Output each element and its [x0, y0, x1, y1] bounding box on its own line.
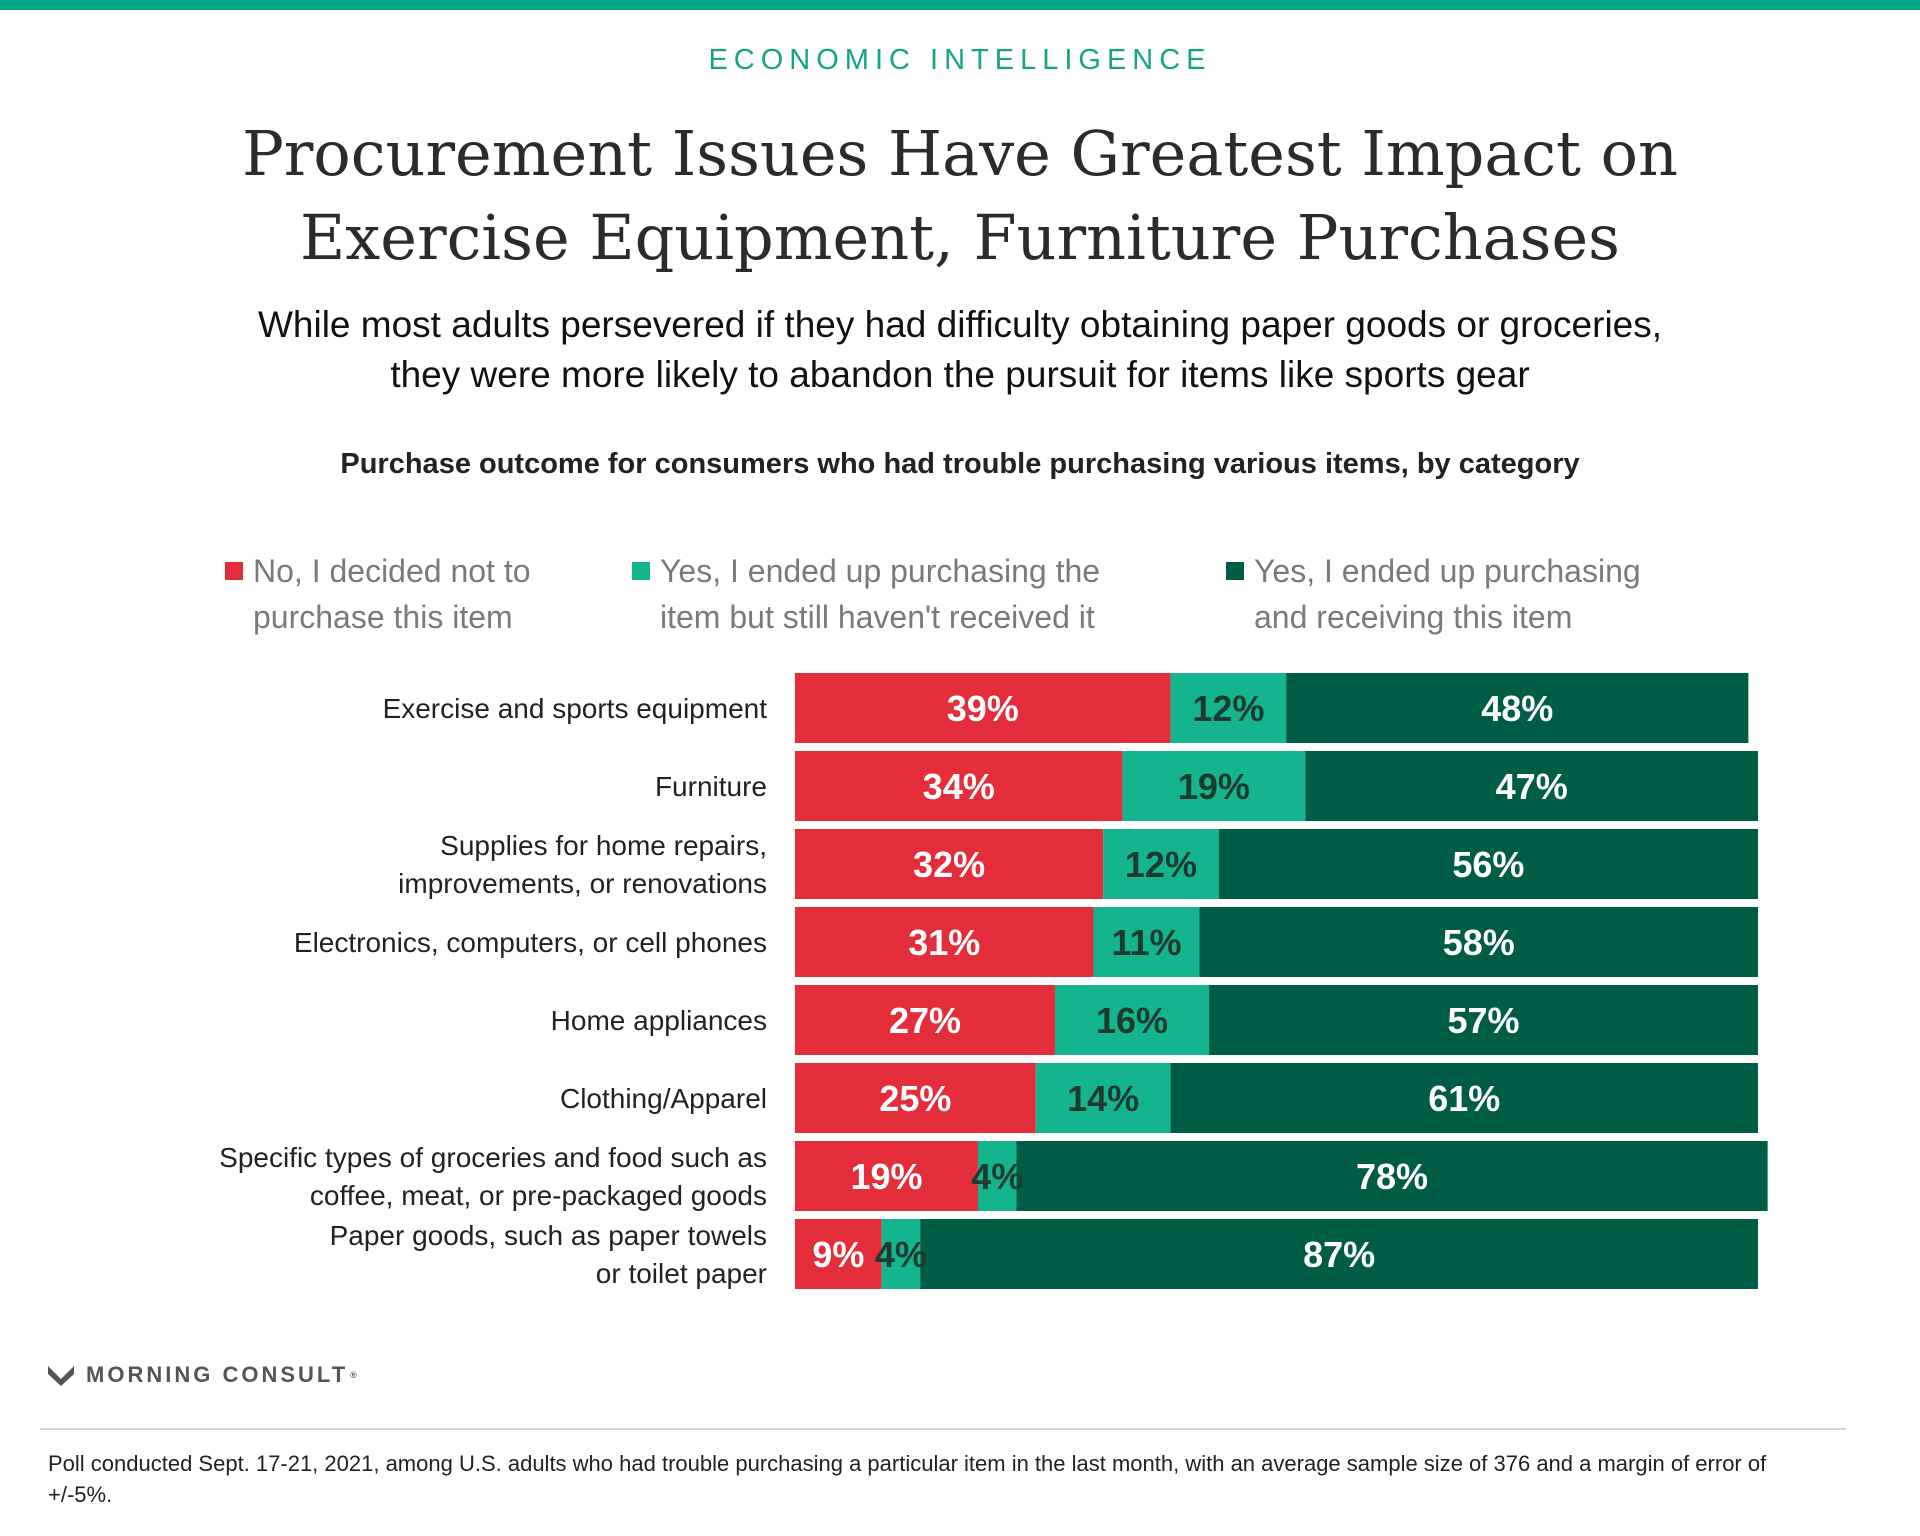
legend-item-received: Yes, I ended up purchasing and receiving… — [1226, 548, 1641, 640]
category-label-line: Home appliances — [551, 1005, 767, 1036]
bar-value-label: 61% — [1428, 1078, 1500, 1119]
bar-value-label: 9% — [812, 1234, 864, 1275]
category-label-line: coffee, meat, or pre-packaged goods — [310, 1180, 767, 1211]
bar-segment-received — [1170, 1063, 1758, 1133]
category-label: Exercise and sports equipment — [383, 693, 768, 724]
morning-consult-m-icon — [48, 1366, 74, 1386]
bar-segment-declined — [795, 907, 1094, 977]
methodology-note: Poll conducted Sept. 17-21, 2021, among … — [48, 1451, 1767, 1507]
category-label-line: Paper goods, such as paper towels — [330, 1220, 767, 1251]
category-label-line: Supplies for home repairs, — [440, 830, 767, 861]
legend-swatch-received — [1226, 562, 1244, 580]
top-accent-bar — [0, 0, 1920, 10]
subtitle: While most adults persevered if they had… — [100, 300, 1820, 400]
bar-segment-not-received — [977, 1141, 1017, 1211]
bar-segment-declined — [795, 673, 1171, 743]
category-label: Paper goods, such as paper towels or toil… — [330, 1220, 767, 1289]
bar-value-label: 19% — [1178, 766, 1250, 807]
bar-segment-declined — [795, 751, 1123, 821]
bar-segment-received — [1209, 985, 1758, 1055]
legend-item-declined: No, I decided not to purchase this item — [225, 548, 531, 640]
legend-label-line: purchase this item — [253, 599, 513, 635]
page-title: Procurement Issues Have Greatest Impact … — [160, 112, 1760, 280]
bar-segment-not-received — [1055, 985, 1210, 1055]
brand-logo: MORNING CONSULT ® — [46, 1362, 357, 1388]
stacked-bar-chart: Exercise and sports equipment 39% 12% 48% Fu… — [219, 673, 1768, 1289]
bar-segment-not-received — [1122, 751, 1306, 821]
eyebrow-label: ECONOMIC INTELLIGENCE — [708, 44, 1212, 76]
bar-value-label: 48% — [1481, 688, 1553, 729]
bar-segment-not-received — [1103, 829, 1219, 899]
bar-value-label: 34% — [923, 766, 995, 807]
bar-segment-declined — [795, 829, 1104, 899]
category-label-line: or toilet paper — [596, 1258, 767, 1289]
category-label: Electronics, computers, or cell phones — [294, 927, 767, 958]
bar-segment-not-received — [1170, 673, 1287, 743]
bar-value-label: 87% — [1303, 1234, 1375, 1275]
bar-segment-received — [1286, 673, 1749, 743]
bar-segment-not-received — [1035, 1063, 1171, 1133]
bar-segment-declined — [795, 1141, 978, 1211]
bar-segment-received — [1305, 751, 1758, 821]
bar-value-label: 11% — [1111, 922, 1181, 963]
legend-label-not-received: Yes, I ended up purchasing the item but … — [660, 548, 1100, 640]
title-line-1: Procurement Issues Have Greatest Impact … — [242, 117, 1678, 190]
legend-label-received: Yes, I ended up purchasing and receiving… — [1254, 548, 1641, 640]
legend-label-line: No, I decided not to — [253, 553, 531, 589]
category-label: Furniture — [655, 771, 767, 802]
bar-value-label: 56% — [1452, 844, 1524, 885]
category-label: Supplies for home repairs, improvements, … — [398, 830, 767, 899]
bar-value-label: 27% — [889, 1000, 961, 1041]
category-label-line: improvements, or renovations — [398, 868, 767, 899]
bar-value-label: 39% — [947, 688, 1019, 729]
legend-item-not-received: Yes, I ended up purchasing the item but … — [632, 548, 1100, 640]
bar-value-label: 32% — [913, 844, 985, 885]
category-label-line: Exercise and sports equipment — [383, 693, 768, 724]
footer-divider — [40, 1428, 1846, 1430]
bar-segment-not-received — [881, 1219, 921, 1289]
legend-swatch-not-received — [632, 562, 650, 580]
legend-label-declined: No, I decided not to purchase this item — [253, 548, 531, 640]
bar-segment-declined — [795, 1219, 882, 1289]
legend-label-line: item but still haven't received it — [660, 599, 1095, 635]
bar-value-label: 25% — [879, 1078, 951, 1119]
bar-value-label: 14% — [1067, 1078, 1139, 1119]
bar-value-label: 47% — [1496, 766, 1568, 807]
bar-value-label: 78% — [1356, 1156, 1428, 1197]
legend-label-line: Yes, I ended up purchasing the — [660, 553, 1101, 589]
bar-value-label: 12% — [1125, 844, 1197, 885]
bar-value-label: 58% — [1443, 922, 1515, 963]
bar-segment-received — [1199, 907, 1758, 977]
bar-value-label: 19% — [850, 1156, 922, 1197]
bar-value-label: 12% — [1192, 688, 1264, 729]
bar-segment-declined — [795, 1063, 1036, 1133]
legend-swatch-declined — [225, 562, 243, 580]
category-label-line: Furniture — [655, 771, 767, 802]
brand-registered-mark: ® — [350, 1370, 357, 1380]
legend-label-line: Yes, I ended up purchasing — [1254, 553, 1641, 589]
bar-value-label: 4% — [875, 1234, 927, 1275]
bar-segment-declined — [795, 985, 1056, 1055]
category-label-line: Clothing/Apparel — [560, 1083, 767, 1114]
category-label: Home appliances — [551, 1005, 767, 1036]
brand-name: MORNING CONSULT — [86, 1362, 349, 1387]
category-label-line: Specific types of groceries and food suc… — [219, 1142, 767, 1173]
chart-title: Purchase outcome for consumers who had t… — [340, 448, 1580, 480]
category-label-line: Electronics, computers, or cell phones — [294, 927, 767, 958]
bar-value-label: 4% — [971, 1156, 1023, 1197]
bar-segment-received — [1016, 1141, 1768, 1211]
bar-segment-received — [920, 1219, 1758, 1289]
legend-label-line: and receiving this item — [1254, 599, 1573, 635]
bar-value-label: 16% — [1096, 1000, 1168, 1041]
subtitle-line-1: While most adults persevered if they had… — [257, 304, 1663, 345]
bar-segment-received — [1218, 829, 1758, 899]
subtitle-line-2: they were more likely to abandon the pur… — [390, 354, 1530, 395]
bar-value-label: 57% — [1448, 1000, 1520, 1041]
bar-value-label: 31% — [908, 922, 980, 963]
category-label: Clothing/Apparel — [560, 1083, 767, 1114]
category-label: Specific types of groceries and food suc… — [219, 1142, 767, 1211]
title-line-2: Exercise Equipment, Furniture Purchases — [300, 201, 1620, 274]
bar-segment-not-received — [1093, 907, 1200, 977]
